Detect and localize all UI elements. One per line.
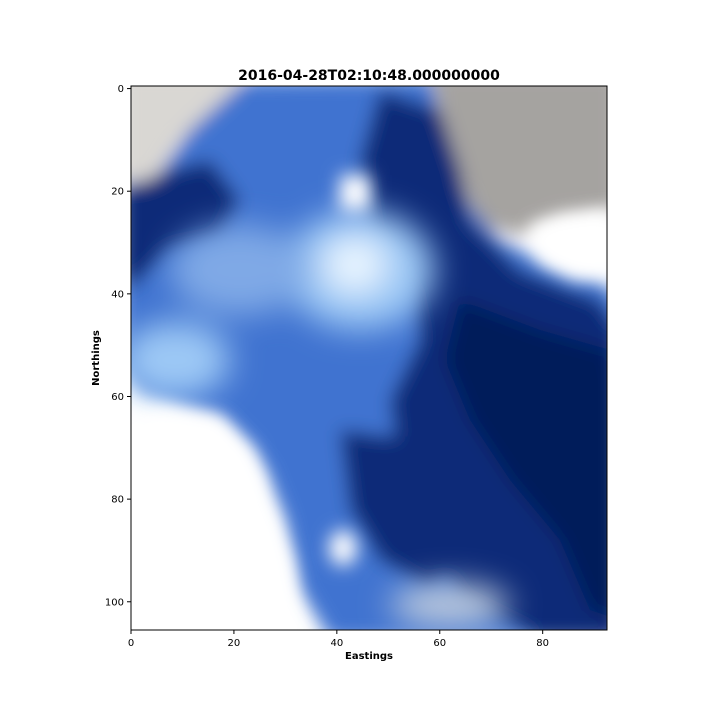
chart-title: 2016-04-28T02:10:48.000000000 [238,68,500,84]
white-spot-lower [329,530,357,566]
water-region-dark-upper-left [131,160,240,289]
x-tick-label: 0 [128,638,134,649]
white-cloud-bottom-left [131,410,299,630]
bright-spot [323,237,387,293]
water-region-deep-lower [340,430,470,590]
x-axis: 0 20 40 60 80 [128,630,549,649]
y-tick-label: 20 [111,187,124,198]
white-cloud-right [530,210,607,280]
y-axis-label: Northings [91,330,102,386]
haze-center-left [170,225,310,315]
x-tick-label: 80 [536,638,549,649]
y-tick-label: 60 [111,392,124,403]
white-spot-top [340,175,370,210]
y-tick-label: 40 [111,289,124,300]
image-raster [131,86,607,630]
grey-cloud-region [434,86,607,235]
haze-bottom [390,583,510,627]
y-tick-label: 0 [118,84,124,95]
x-tick-label: 20 [228,638,241,649]
haze-left [131,322,230,398]
x-tick-label: 40 [330,638,343,649]
y-tick-label: 80 [111,495,124,506]
water-region-darkest [445,300,607,616]
y-axis: 0 20 40 60 80 100 [105,84,131,608]
x-axis-label: Eastings [345,651,393,662]
plot-frame [130,85,608,631]
y-tick-label: 100 [105,597,124,608]
x-tick-label: 60 [433,638,446,649]
